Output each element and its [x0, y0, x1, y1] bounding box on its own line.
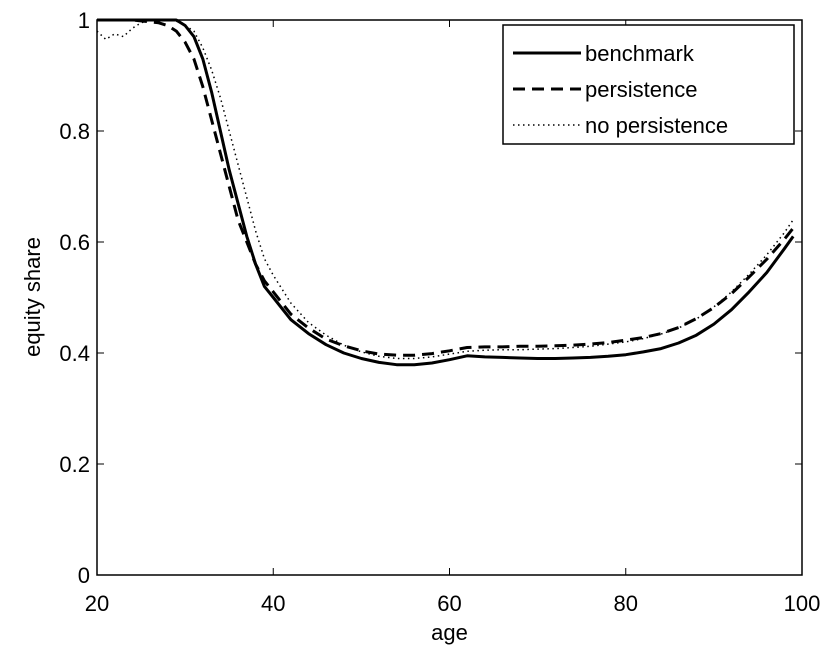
x-tick-label: 40 — [261, 591, 285, 616]
x-axis-label: age — [431, 620, 468, 645]
series-layer — [96, 18, 795, 367]
x-tick-label: 20 — [85, 591, 109, 616]
legend: benchmark persistence no persistence — [502, 24, 795, 145]
y-tick-label: 0.2 — [59, 452, 90, 477]
x-tick-label: 80 — [614, 591, 638, 616]
y-tick-label: 1 — [78, 8, 90, 33]
y-tick-label: 0 — [78, 563, 90, 588]
y-axis-label: equity share — [20, 237, 45, 357]
y-tick-label: 0.4 — [59, 341, 90, 366]
y-tick-label: 0.6 — [59, 230, 90, 255]
legend-label-no-persistence: no persistence — [585, 113, 728, 138]
tick-layer: 20 40 60 80 100 0 0.2 0.4 0.6 0.8 1 — [59, 8, 820, 616]
y-tick-label: 0.8 — [59, 119, 90, 144]
series-line-benchmark — [97, 18, 795, 367]
legend-label-benchmark: benchmark — [585, 41, 695, 66]
x-tick-label: 100 — [784, 591, 821, 616]
x-tick-label: 60 — [437, 591, 461, 616]
series-line-persistence — [97, 18, 795, 357]
legend-label-persistence: persistence — [585, 77, 698, 102]
legend-box — [502, 24, 795, 145]
